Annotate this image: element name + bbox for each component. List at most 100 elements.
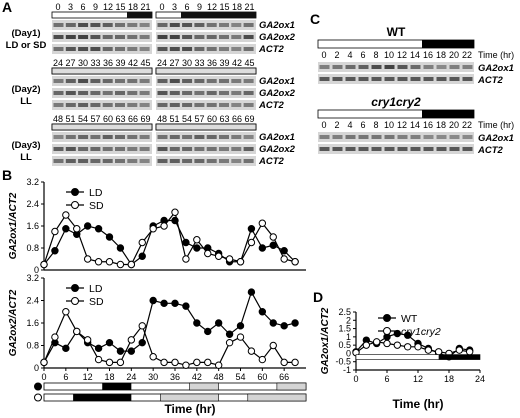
data-point	[138, 322, 146, 330]
gel-band	[219, 91, 229, 95]
tick-label: 22	[462, 120, 472, 130]
tick-label: 12	[103, 2, 113, 12]
y-tick-label: 1.6	[26, 221, 39, 231]
gel-band	[243, 159, 254, 163]
gel-band	[358, 135, 369, 139]
gel-band	[194, 159, 205, 163]
data-point	[127, 260, 136, 269]
data-point	[182, 361, 190, 369]
data-point	[171, 358, 179, 367]
data-point	[94, 344, 103, 353]
gel-band	[231, 79, 242, 83]
data-point	[225, 255, 234, 263]
gel-band	[206, 103, 217, 107]
tick-label: 66	[232, 114, 242, 124]
tick-label: 39	[115, 58, 125, 68]
gel-band	[78, 23, 89, 27]
gel-band	[127, 135, 138, 139]
tick-label: 6	[184, 2, 189, 12]
tick-label: 60	[103, 114, 113, 124]
legend-label: SD	[89, 200, 104, 212]
panel-label-b: B	[2, 167, 12, 183]
gel-band	[462, 65, 473, 69]
tick-label: 10	[384, 120, 394, 130]
gel-band	[219, 47, 229, 51]
tick-label: 27	[169, 58, 179, 68]
data-point	[204, 249, 212, 258]
gel-band	[102, 47, 113, 51]
data-point	[94, 225, 103, 233]
data-point	[40, 260, 48, 269]
gel-band	[219, 103, 229, 107]
gel-band	[139, 23, 150, 27]
x-tick-label: 42	[192, 372, 202, 382]
gel-band	[194, 35, 205, 39]
gel-band	[53, 79, 64, 83]
data-point	[40, 358, 48, 367]
data-point	[94, 258, 103, 266]
gel-band	[53, 103, 64, 107]
data-point	[291, 319, 299, 327]
tick-label: 36	[103, 58, 113, 68]
gel-band	[384, 77, 395, 81]
data-point	[83, 336, 92, 344]
data-point	[269, 341, 277, 350]
gel-band	[157, 23, 168, 27]
gel-band	[345, 77, 356, 81]
gel-band	[53, 23, 64, 27]
gel-band	[462, 77, 473, 81]
gel-band	[243, 91, 254, 95]
tick-label: 66	[128, 114, 138, 124]
dark-period-bar	[102, 383, 132, 390]
gel-band	[436, 147, 447, 151]
gel-band	[127, 159, 138, 163]
tick-label: 42	[128, 58, 138, 68]
gel-band	[194, 103, 205, 107]
gel-band	[231, 147, 242, 151]
data-point	[193, 244, 201, 252]
gel-band	[206, 23, 217, 27]
data-point	[105, 258, 114, 266]
gel-band	[182, 147, 193, 151]
data-point	[424, 346, 433, 354]
gel-band	[206, 147, 217, 151]
tick-label: 2	[334, 120, 339, 130]
gel-band	[410, 135, 421, 139]
data-point	[62, 344, 70, 353]
gel-band	[219, 159, 229, 163]
dark-period-bar	[127, 12, 152, 18]
y-tick-label: 3.2	[26, 273, 39, 283]
gel-band	[102, 35, 113, 39]
tick-label: 51	[169, 114, 179, 124]
data-point	[51, 247, 59, 255]
gel-band	[319, 147, 330, 151]
x-tick-label: 30	[148, 372, 158, 382]
gel-strip	[156, 44, 256, 54]
gel-band	[157, 159, 168, 163]
gene-label: GA2ox1	[259, 132, 295, 143]
tick-label: 16	[423, 50, 433, 60]
tick-label: 0	[321, 50, 326, 60]
data-point	[214, 252, 223, 260]
x-tick-label: 12	[83, 372, 93, 382]
gel-band	[462, 135, 473, 139]
y-axis-label: GA2ox2/ACT2	[8, 289, 19, 356]
gel-band	[78, 135, 89, 139]
gel-band	[182, 135, 193, 139]
gel-band	[194, 47, 205, 51]
gel-band	[115, 35, 125, 39]
gel-band	[206, 159, 217, 163]
gel-band	[115, 147, 125, 151]
gel-band	[219, 135, 229, 139]
gel-band	[65, 103, 76, 107]
gel-strip	[156, 144, 256, 154]
gel-band	[78, 91, 89, 95]
gel-band	[169, 147, 180, 151]
gel-strip	[156, 32, 256, 42]
data-point	[403, 343, 412, 351]
gel-band	[78, 79, 89, 83]
gel-band	[231, 159, 242, 163]
gel-band	[157, 79, 168, 83]
tick-label: 3	[68, 2, 73, 12]
